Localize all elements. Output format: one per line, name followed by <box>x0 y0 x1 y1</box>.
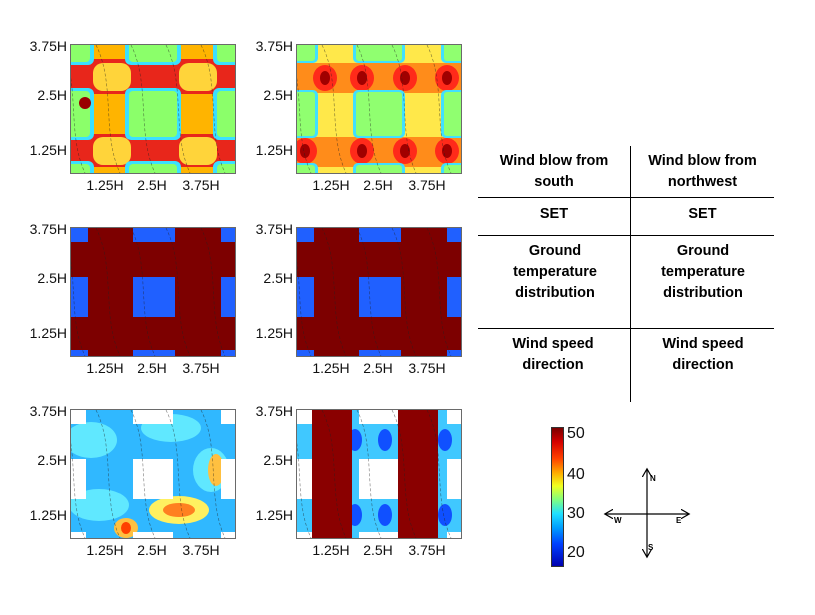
table-cell-set-northwest: SET <box>688 206 717 222</box>
x-tick-label: 3.75H <box>408 542 446 558</box>
x-tick-label: 1.25H <box>86 360 124 376</box>
contour-plot <box>71 410 235 538</box>
table-vertical-divider <box>630 146 631 402</box>
table-row-divider <box>478 328 774 329</box>
colorbar-tick-50: 50 <box>567 425 585 442</box>
x-tick-label: 2.5H <box>137 177 167 193</box>
y-tick-label: 1.25H <box>29 142 67 158</box>
contour-plot <box>71 45 235 173</box>
x-tick-label: 2.5H <box>363 542 393 558</box>
contour-panel <box>296 227 462 357</box>
x-tick-label: 3.75H <box>408 360 446 376</box>
x-tick-label: 2.5H <box>363 360 393 376</box>
x-tick-label: 3.75H <box>408 177 446 193</box>
table-cell-wind-south: Wind speed direction <box>512 336 594 373</box>
contour-plot <box>297 410 461 538</box>
x-tick-label: 2.5H <box>363 177 393 193</box>
contour-panel <box>70 227 236 357</box>
y-tick-label: 1.25H <box>255 325 293 341</box>
x-tick-label: 3.75H <box>182 177 220 193</box>
contour-plot <box>297 228 461 356</box>
y-tick-label: 3.75H <box>29 403 67 419</box>
compass-w-label: W <box>614 516 622 525</box>
contour-panel <box>70 44 236 174</box>
compass-arrows-icon <box>602 466 692 562</box>
colorbar-tick-20: 20 <box>567 544 585 561</box>
x-tick-label: 1.25H <box>86 542 124 558</box>
table-header-south: Wind blow from south <box>499 153 609 190</box>
table-cell-set-south: SET <box>539 206 569 222</box>
colorbar-tick-40: 40 <box>567 466 585 483</box>
x-tick-label: 3.75H <box>182 542 220 558</box>
x-tick-label: 2.5H <box>137 542 167 558</box>
table-cell-wind-northwest: Wind speed direction <box>662 336 744 373</box>
y-tick-label: 1.25H <box>29 507 67 523</box>
contour-panel <box>296 44 462 174</box>
table-cell-ground-south: Ground temperature distribution <box>513 243 597 301</box>
table-header-divider <box>478 197 774 198</box>
colorbar-tick-30: 30 <box>567 505 585 522</box>
y-tick-label: 2.5H <box>263 270 293 286</box>
x-tick-label: 2.5H <box>137 360 167 376</box>
table-cell-ground-northwest: Ground temperature distribution <box>661 243 745 301</box>
contour-plot <box>297 45 461 173</box>
y-tick-label: 3.75H <box>29 38 67 54</box>
contour-plot <box>71 228 235 356</box>
y-tick-label: 1.25H <box>255 507 293 523</box>
x-tick-label: 1.25H <box>86 177 124 193</box>
x-tick-label: 1.25H <box>312 177 350 193</box>
compass-n-label: N <box>650 474 656 483</box>
table-header-northwest: Wind blow from northwest <box>648 153 757 190</box>
compass-s-label: S <box>648 543 654 552</box>
y-tick-label: 2.5H <box>37 270 67 286</box>
compass-icon: N S E W <box>602 466 692 562</box>
colorbar <box>551 427 564 567</box>
contour-panel <box>296 409 462 539</box>
table-row-divider <box>478 235 774 236</box>
compass-e-label: E <box>676 516 682 525</box>
y-tick-label: 3.75H <box>255 221 293 237</box>
x-tick-label: 1.25H <box>312 360 350 376</box>
y-tick-label: 1.25H <box>255 142 293 158</box>
x-tick-label: 1.25H <box>312 542 350 558</box>
y-tick-label: 2.5H <box>263 87 293 103</box>
y-tick-label: 3.75H <box>255 38 293 54</box>
x-tick-label: 3.75H <box>182 360 220 376</box>
y-tick-label: 3.75H <box>255 403 293 419</box>
y-tick-label: 2.5H <box>37 452 67 468</box>
y-tick-label: 2.5H <box>263 452 293 468</box>
legend-table: Wind blow from south Wind blow from nort… <box>478 146 774 402</box>
contour-panel <box>70 409 236 539</box>
y-tick-label: 3.75H <box>29 221 67 237</box>
y-tick-label: 1.25H <box>29 325 67 341</box>
y-tick-label: 2.5H <box>37 87 67 103</box>
